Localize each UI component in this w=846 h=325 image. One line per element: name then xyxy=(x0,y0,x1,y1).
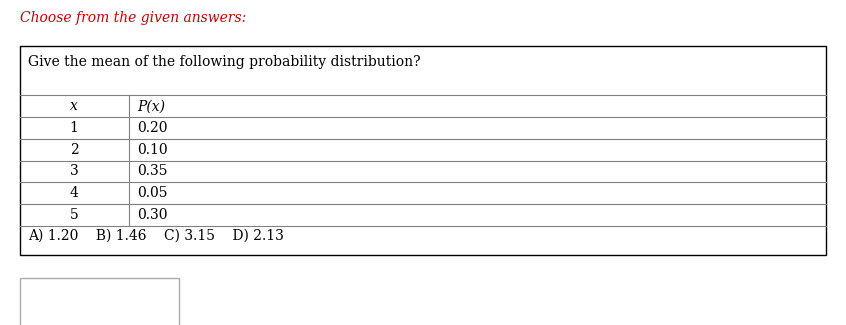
Text: 2: 2 xyxy=(70,143,79,157)
Text: x: x xyxy=(70,99,78,113)
Text: P(x): P(x) xyxy=(137,99,165,113)
Text: 3: 3 xyxy=(70,164,79,178)
Text: A) 1.20    B) 1.46    C) 3.15    D) 2.13: A) 1.20 B) 1.46 C) 3.15 D) 2.13 xyxy=(28,229,284,243)
Text: 0.10: 0.10 xyxy=(137,143,168,157)
Text: 5: 5 xyxy=(70,208,79,222)
Text: 0.20: 0.20 xyxy=(137,121,168,135)
Bar xyxy=(19,46,827,254)
Text: 4: 4 xyxy=(69,186,79,200)
Text: 1: 1 xyxy=(69,121,79,135)
Text: 0.30: 0.30 xyxy=(137,208,168,222)
Bar xyxy=(19,278,179,325)
Text: 0.35: 0.35 xyxy=(137,164,168,178)
Text: Give the mean of the following probability distribution?: Give the mean of the following probabili… xyxy=(28,55,420,69)
Text: Choose from the given answers:: Choose from the given answers: xyxy=(19,11,246,25)
Text: 0.05: 0.05 xyxy=(137,186,168,200)
